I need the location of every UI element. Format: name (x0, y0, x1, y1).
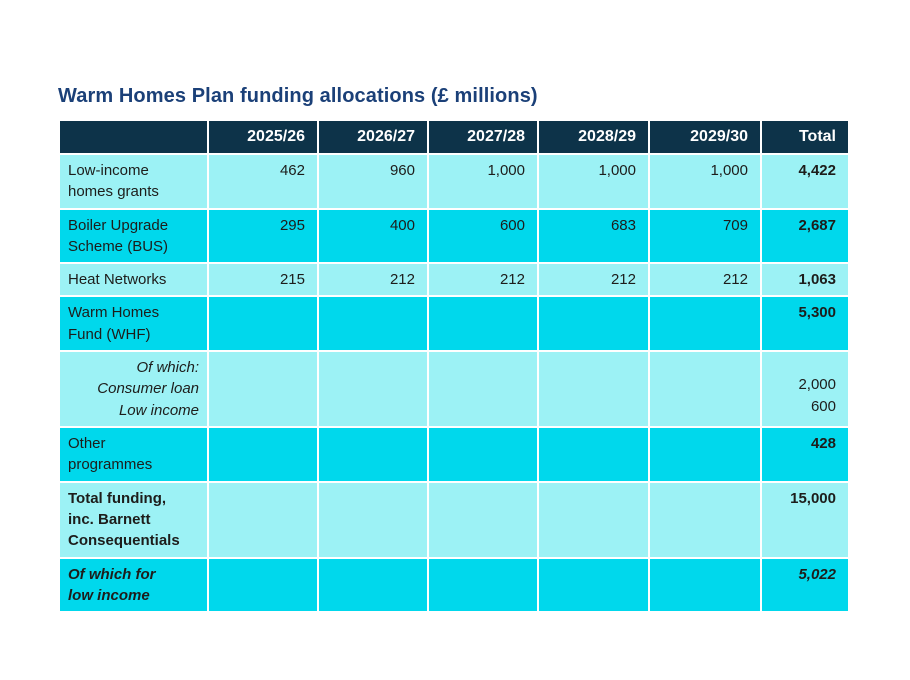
page-title: Warm Homes Plan funding allocations (£ m… (58, 85, 538, 107)
value-cell (427, 426, 539, 483)
value-cell (207, 426, 319, 483)
total-cell: 428 (760, 426, 850, 483)
value-cell: 212 (537, 262, 650, 298)
value-cell: 212 (317, 262, 429, 298)
value-cell (427, 480, 539, 559)
value-cell: 600 (427, 207, 539, 265)
total-cell: 5,022 (760, 556, 850, 614)
row-label: Boiler Upgrade Scheme (BUS) (58, 207, 209, 265)
value-cell: 212 (427, 262, 539, 298)
value-cell: 462 (207, 153, 319, 210)
table-header: 2025/26 2026/27 2027/28 2028/29 2029/30 … (58, 119, 850, 155)
value-cell: 215 (207, 262, 319, 298)
value-cell (537, 480, 650, 559)
value-cell (537, 350, 650, 429)
value-cell (648, 556, 762, 614)
value-cell (537, 295, 650, 353)
value-cell (207, 350, 319, 429)
total-cell: 4,422 (760, 153, 850, 210)
figure: Warm Homes Plan funding allocations (£ m… (58, 85, 850, 614)
value-cell: 212 (648, 262, 762, 298)
value-cell (537, 426, 650, 483)
value-cell (648, 295, 762, 353)
funding-table: 2025/26 2026/27 2027/28 2028/29 2029/30 … (58, 119, 850, 614)
row-label: Of which: Consumer loan Low income (58, 350, 209, 429)
value-cell: 400 (317, 207, 429, 265)
value-cell (427, 350, 539, 429)
table-row-of-which-breakdown: Of which: Consumer loan Low income 2,000… (58, 350, 850, 429)
value-cell (207, 556, 319, 614)
value-cell (648, 426, 762, 483)
value-cell: 683 (537, 207, 650, 265)
value-cell (207, 295, 319, 353)
table-row-total-funding: Total funding, inc. Barnett Consequentia… (58, 480, 850, 559)
value-cell: 295 (207, 207, 319, 265)
value-cell (317, 295, 429, 353)
row-label: Heat Networks (58, 262, 209, 298)
column-header-2026-27: 2026/27 (317, 119, 429, 155)
value-cell: 1,000 (427, 153, 539, 210)
table-row-of-which-low-income: Of which for low income 5,022 (58, 556, 850, 614)
column-header-blank (58, 119, 209, 155)
table-row-other-programmes: Other programmes 428 (58, 426, 850, 483)
total-cell: 2,687 (760, 207, 850, 265)
value-cell (648, 480, 762, 559)
table-body: Low-income homes grants 462 960 1,000 1,… (58, 153, 850, 614)
value-cell: 960 (317, 153, 429, 210)
header-row: 2025/26 2026/27 2027/28 2028/29 2029/30 … (58, 119, 850, 155)
total-cell: 5,300 (760, 295, 850, 353)
value-cell: 1,000 (648, 153, 762, 210)
value-cell (648, 350, 762, 429)
row-label: Low-income homes grants (58, 153, 209, 210)
row-label: Of which for low income (58, 556, 209, 614)
value-cell (537, 556, 650, 614)
column-header-2027-28: 2027/28 (427, 119, 539, 155)
total-cell: 2,000 600 (760, 350, 850, 429)
row-label: Other programmes (58, 426, 209, 483)
table-row-warm-homes-fund: Warm Homes Fund (WHF) 5,300 (58, 295, 850, 353)
value-cell: 709 (648, 207, 762, 265)
row-label: Warm Homes Fund (WHF) (58, 295, 209, 353)
table-row-heat-networks: Heat Networks 215 212 212 212 212 1,063 (58, 262, 850, 298)
value-cell: 1,000 (537, 153, 650, 210)
row-label: Total funding, inc. Barnett Consequentia… (58, 480, 209, 559)
column-header-2025-26: 2025/26 (207, 119, 319, 155)
value-cell (317, 480, 429, 559)
column-header-2028-29: 2028/29 (537, 119, 650, 155)
value-cell (317, 350, 429, 429)
column-header-2029-30: 2029/30 (648, 119, 762, 155)
value-cell (207, 480, 319, 559)
total-cell: 1,063 (760, 262, 850, 298)
table-row-boiler-upgrade-scheme: Boiler Upgrade Scheme (BUS) 295 400 600 … (58, 207, 850, 265)
value-cell (427, 556, 539, 614)
table-row-low-income-grants: Low-income homes grants 462 960 1,000 1,… (58, 153, 850, 210)
column-header-total: Total (760, 119, 850, 155)
value-cell (317, 426, 429, 483)
value-cell (427, 295, 539, 353)
value-cell (317, 556, 429, 614)
total-cell: 15,000 (760, 480, 850, 559)
